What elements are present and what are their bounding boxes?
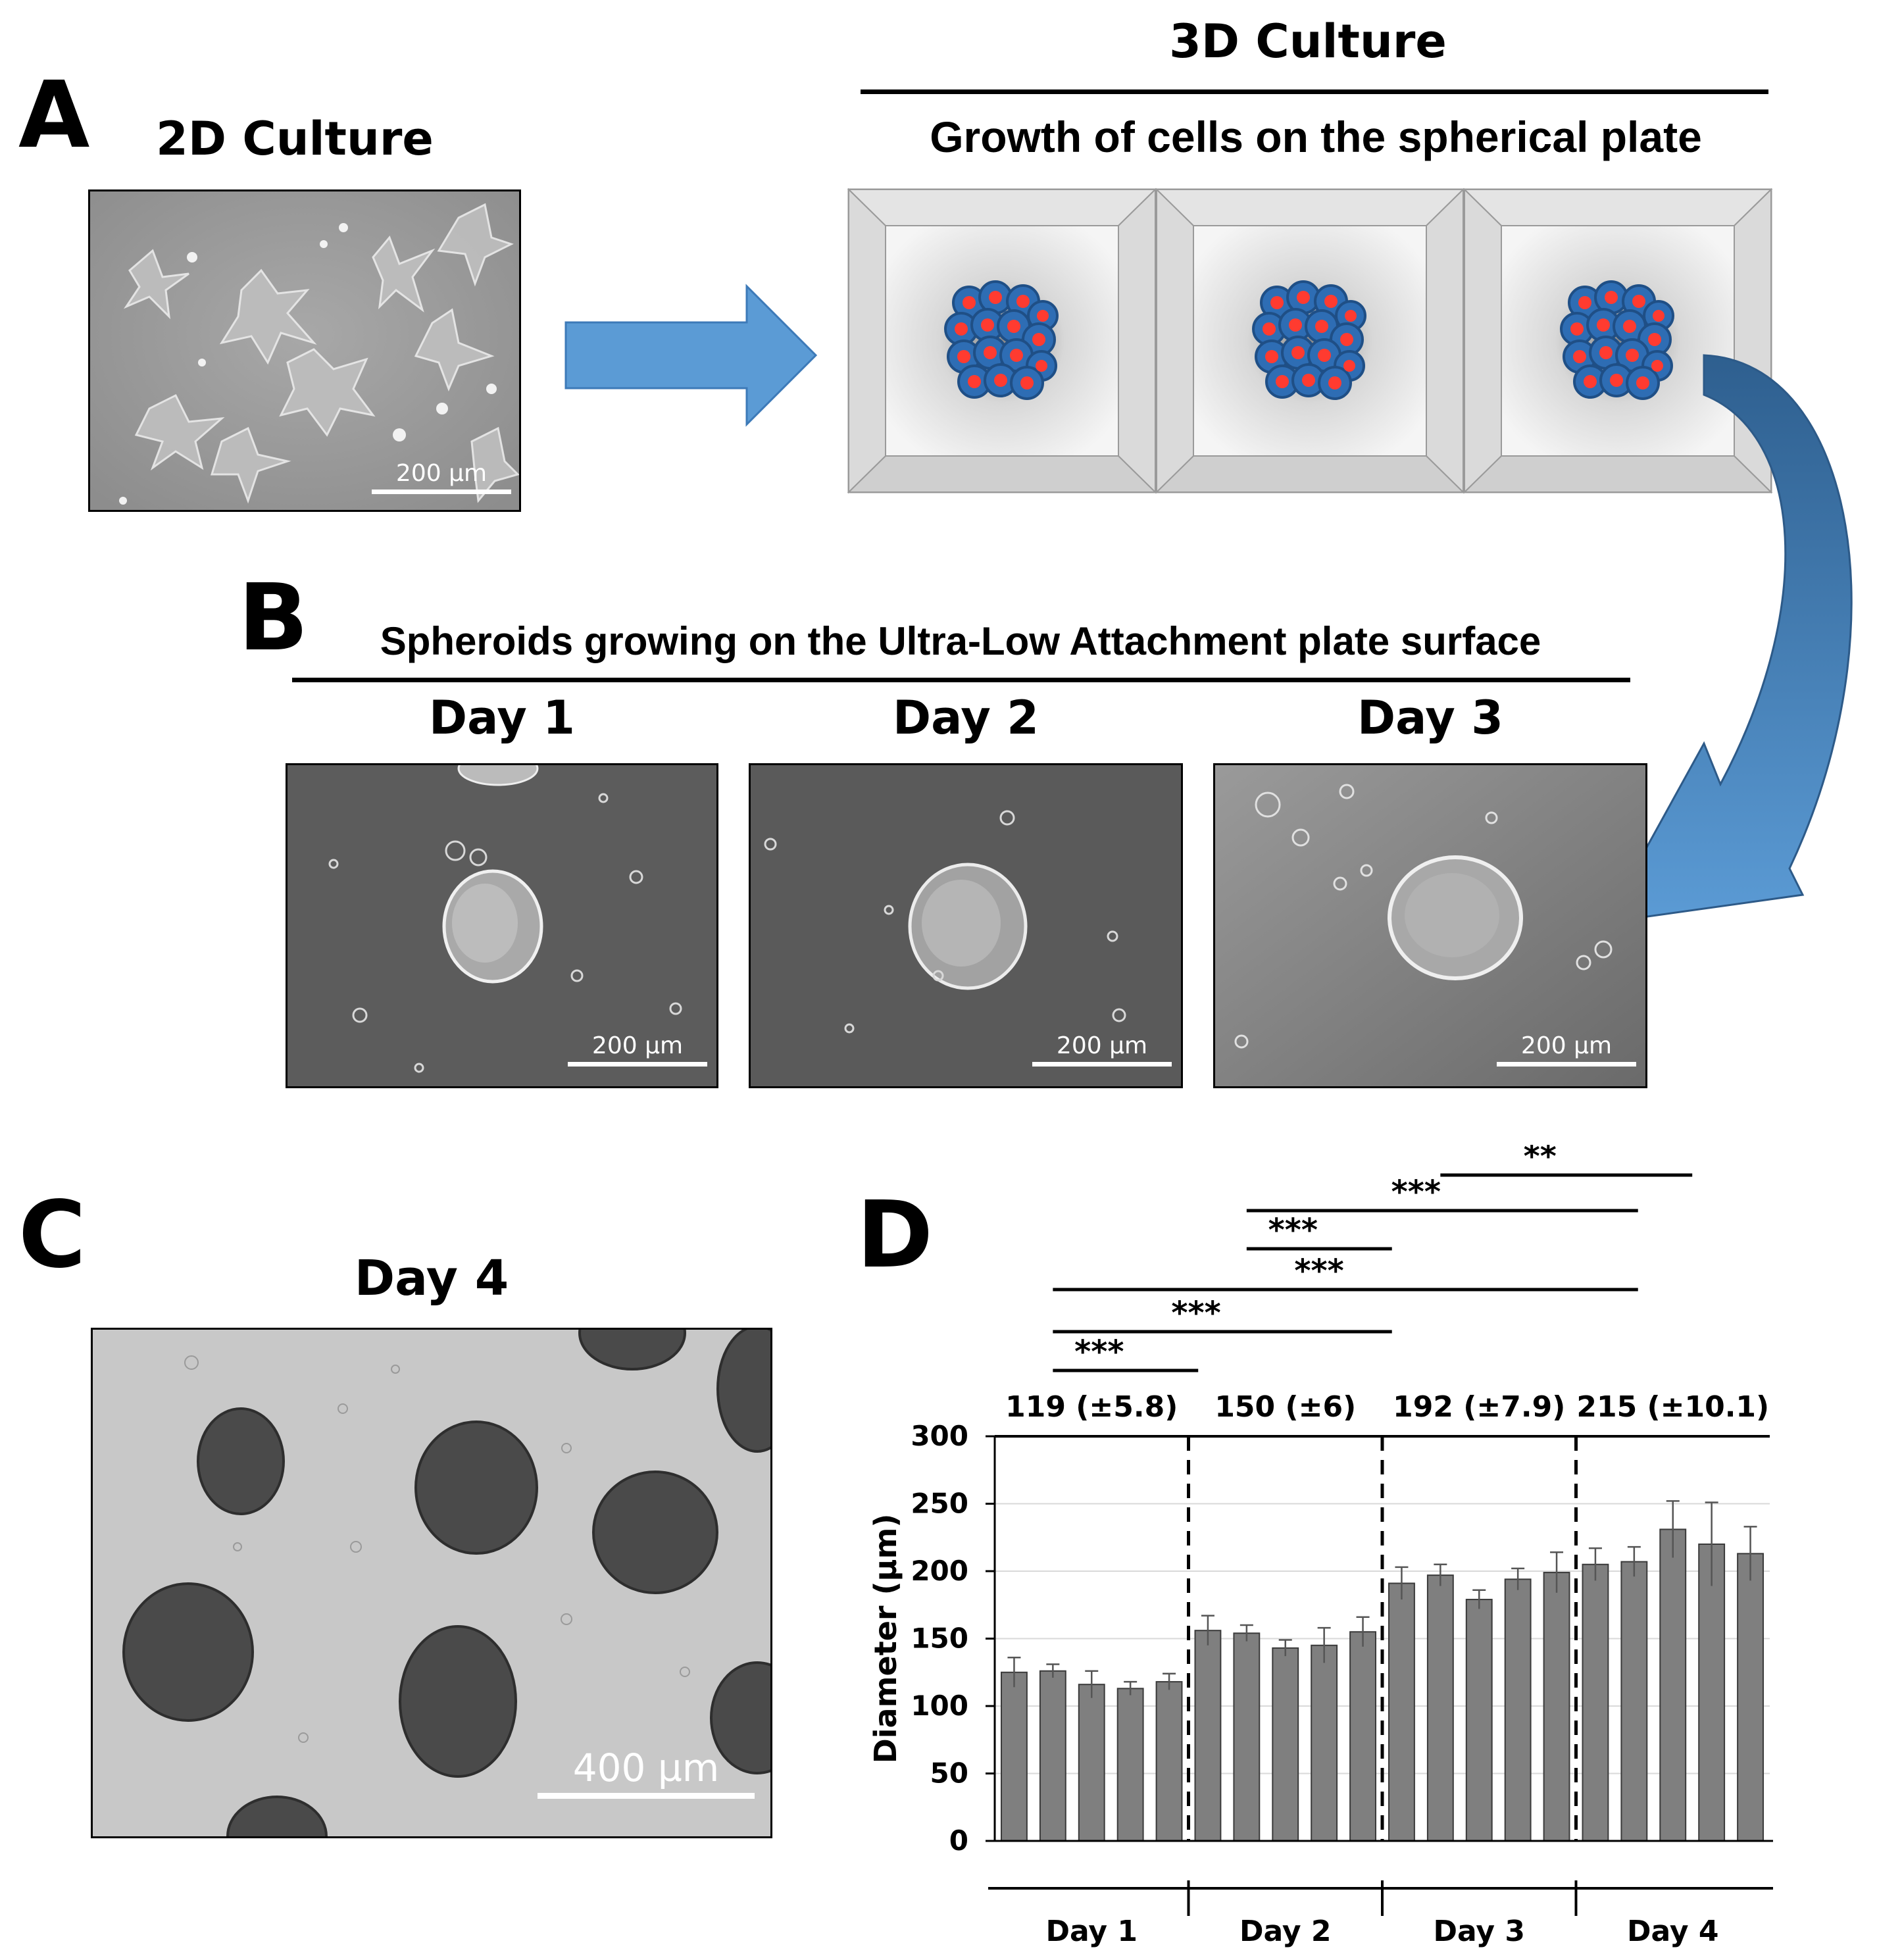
scale-label: 200 µm	[591, 1032, 684, 1059]
culture-3d-rule	[861, 89, 1768, 94]
spheroids-day-4	[93, 1330, 770, 1836]
group-mean-label: 150 (±6)	[1214, 1390, 1356, 1424]
bar	[1116, 1688, 1144, 1842]
panel-letter-d: D	[857, 1182, 934, 1289]
bar	[1001, 1671, 1028, 1842]
y-tick-label: 100	[911, 1690, 968, 1722]
bar	[1426, 1574, 1454, 1842]
bar	[1233, 1632, 1261, 1842]
y-tick-label: 150	[911, 1622, 968, 1655]
scale-bar-2d: 200 µm	[372, 460, 511, 494]
spheroid-day-1	[288, 765, 716, 1086]
bar	[1504, 1578, 1532, 1842]
panel-letter-a: A	[18, 62, 90, 169]
day-2-label: Day 2	[893, 691, 1039, 745]
bar	[1543, 1572, 1570, 1842]
x-group-label: Day 4	[1627, 1915, 1718, 1948]
panel-letter-c: C	[18, 1182, 86, 1289]
bar	[1659, 1528, 1687, 1842]
bar	[1737, 1553, 1764, 1842]
micrograph-2d-culture: 200 µm	[88, 189, 521, 512]
bar	[1194, 1630, 1222, 1842]
significance-label: **	[1524, 1145, 1557, 1175]
bar	[1349, 1631, 1376, 1842]
y-axis-label: Diameter (µm)	[868, 1514, 903, 1764]
group-mean-label: 192 (±7.9)	[1393, 1390, 1565, 1424]
spheroid-day-3	[1215, 765, 1645, 1086]
micrograph-day-4: 400 µm	[91, 1328, 772, 1838]
y-tick-label: 200	[911, 1555, 968, 1587]
micrograph-day-2: 200 µm	[749, 763, 1183, 1088]
bar	[1620, 1561, 1648, 1842]
panel-b-title: Spheroids growing on the Ultra-Low Attac…	[380, 619, 1541, 663]
culture-3d-title: 3D Culture	[1169, 14, 1447, 68]
day-1-label: Day 1	[429, 691, 575, 745]
scale-bar-day-1: 200 µm	[568, 1032, 707, 1067]
micrograph-day-3: 200 µm	[1213, 763, 1647, 1088]
bar	[1465, 1599, 1493, 1842]
bar	[1311, 1644, 1338, 1842]
arrow-right-icon	[564, 284, 818, 427]
group-mean-label: 215 (±10.1)	[1576, 1390, 1769, 1424]
well-1	[847, 188, 1157, 493]
day-3-label: Day 3	[1357, 691, 1503, 745]
micrograph-day-1: 200 µm	[286, 763, 718, 1088]
significance-label: ***	[1074, 1334, 1124, 1370]
group-mean-label: 119 (±5.8)	[1005, 1390, 1178, 1424]
curved-arrow-icon	[1605, 354, 1853, 924]
bar	[1388, 1582, 1415, 1842]
panel-letter-b: B	[238, 565, 309, 672]
panel-b-rule	[292, 678, 1630, 682]
scale-label: 200 µm	[1520, 1032, 1613, 1059]
significance-label: ***	[1294, 1253, 1343, 1290]
bar	[1698, 1544, 1726, 1842]
scale-label: 400 µm	[572, 1746, 720, 1790]
significance-label: ***	[1171, 1295, 1220, 1332]
bar	[1155, 1681, 1183, 1842]
culture-2d-title: 2D Culture	[156, 112, 434, 166]
spheroid-day-2	[751, 765, 1181, 1086]
bar	[1272, 1647, 1299, 1842]
diameter-bar-chart: 0 50 100 150 200 250 300 Diameter (µm) 119 (±5.8…	[868, 1145, 1773, 1948]
growth-subtitle: Growth of cells on the spherical plate	[930, 113, 1702, 161]
scale-label: 200 µm	[1056, 1032, 1148, 1059]
x-group-label: Day 2	[1239, 1915, 1331, 1948]
x-group-label: Day 3	[1434, 1915, 1525, 1948]
scale-bar-day-4: 400 µm	[538, 1746, 755, 1799]
significance-label: ***	[1268, 1212, 1318, 1249]
y-tick-label: 0	[949, 1824, 968, 1857]
scale-bar-day-3: 200 µm	[1497, 1032, 1636, 1067]
y-tick-label: 250	[911, 1488, 968, 1520]
bar	[1078, 1684, 1105, 1842]
day-4-title: Day 4	[354, 1250, 509, 1307]
bar	[1039, 1670, 1066, 1842]
x-group-label: Day 1	[1046, 1915, 1138, 1948]
y-tick-label: 300	[911, 1420, 968, 1452]
scale-label: 200 µm	[395, 460, 488, 487]
bar	[1582, 1563, 1609, 1842]
significance-label: ***	[1391, 1174, 1441, 1211]
scale-bar-day-2: 200 µm	[1032, 1032, 1172, 1067]
cell-shapes-2d	[90, 191, 519, 510]
y-tick-label: 50	[930, 1757, 968, 1790]
well-2	[1155, 188, 1464, 493]
